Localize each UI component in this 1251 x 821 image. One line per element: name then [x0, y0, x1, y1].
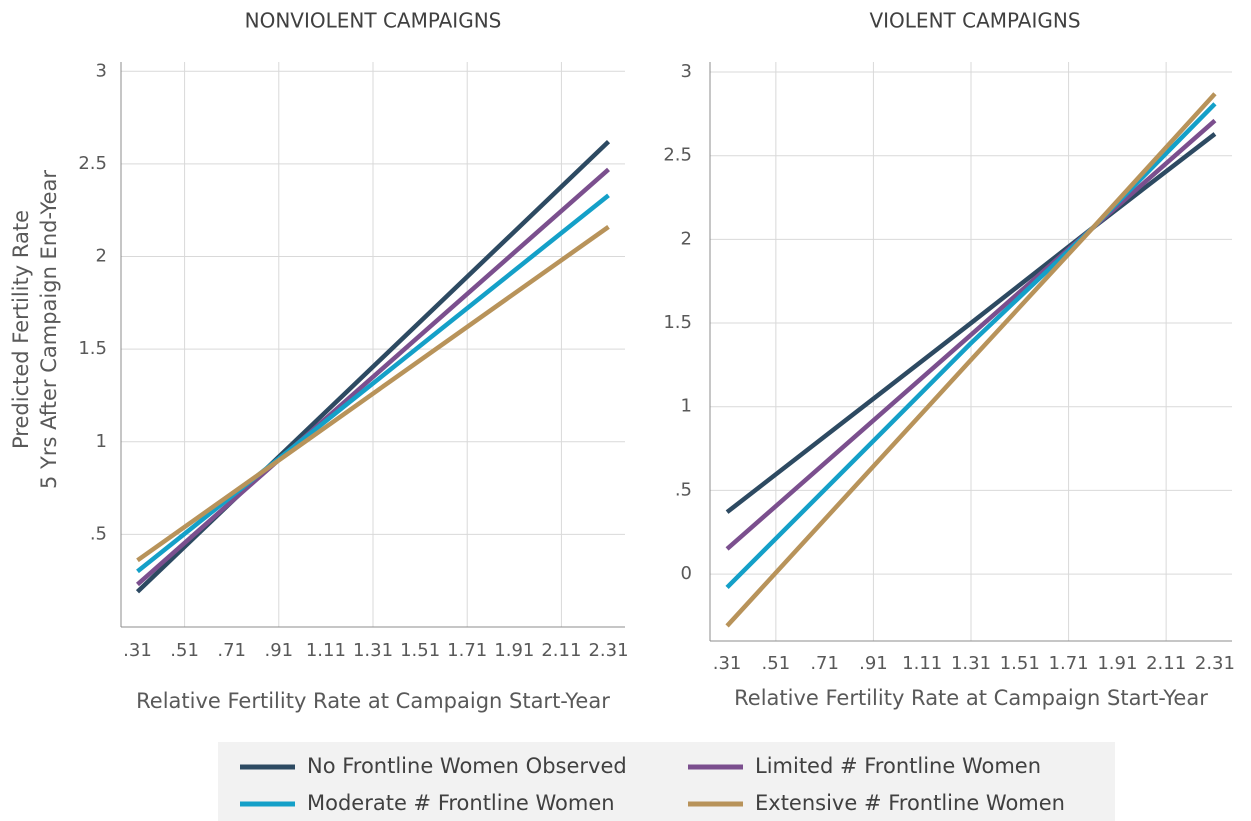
- x-tick-label: .91: [264, 640, 293, 661]
- legend-label: No Frontline Women Observed: [307, 754, 627, 778]
- x-tick-label: 1.91: [494, 640, 534, 661]
- x-tick-label: .51: [170, 640, 199, 661]
- x-axis-label: Relative Fertility Rate at Campaign Star…: [136, 689, 610, 713]
- series-line: [725, 92, 1217, 628]
- y-tick-label: 2.5: [78, 153, 107, 174]
- y-axis-label: Predicted Fertility Rate: [9, 210, 33, 449]
- x-tick-label: 1.51: [1000, 653, 1040, 674]
- y-tick-label: 2.5: [663, 145, 692, 166]
- series-line: [136, 193, 610, 574]
- x-tick-label: .31: [123, 640, 152, 661]
- x-tick-label: .31: [713, 653, 742, 674]
- y-tick-label: 1.5: [663, 312, 692, 333]
- x-axis-label: Relative Fertility Rate at Campaign Star…: [734, 686, 1208, 710]
- x-tick-label: 2.11: [1146, 653, 1186, 674]
- y-tick-label: 3: [681, 61, 692, 82]
- x-tick-label: 1.31: [951, 653, 991, 674]
- legend-label: Extensive # Frontline Women: [755, 791, 1065, 815]
- x-tick-label: 1.11: [902, 653, 942, 674]
- x-tick-label: .51: [762, 653, 791, 674]
- chart-title: NONVIOLENT CAMPAIGNS: [245, 9, 502, 33]
- x-tick-label: 2.31: [1195, 653, 1235, 674]
- x-tick-label: 1.71: [1049, 653, 1089, 674]
- x-tick-label: 1.11: [306, 640, 346, 661]
- x-tick-label: .71: [810, 653, 839, 674]
- legend-box: [218, 742, 1115, 821]
- chart-title: VIOLENT CAMPAIGNS: [869, 9, 1080, 33]
- legend-label: Limited # Frontline Women: [755, 754, 1041, 778]
- series-line: [136, 225, 610, 563]
- series-line: [725, 102, 1217, 590]
- x-tick-label: 2.11: [541, 640, 581, 661]
- y-tick-label: .5: [90, 523, 107, 544]
- y-tick-label: 2: [96, 246, 107, 267]
- x-tick-label: 1.91: [1097, 653, 1137, 674]
- x-tick-label: .71: [217, 640, 246, 661]
- x-tick-label: 2.31: [588, 640, 628, 661]
- x-tick-label: 1.71: [447, 640, 487, 661]
- y-tick-label: 1: [681, 396, 692, 417]
- x-tick-label: 1.31: [353, 640, 393, 661]
- y-tick-label: 2: [681, 228, 692, 249]
- legend-label: Moderate # Frontline Women: [307, 791, 615, 815]
- x-tick-label: 1.51: [400, 640, 440, 661]
- x-tick-label: .91: [859, 653, 888, 674]
- y-tick-label: .5: [675, 479, 692, 500]
- y-tick-label: 1.5: [78, 338, 107, 359]
- series-line: [725, 118, 1217, 551]
- y-tick-label: 0: [681, 563, 692, 584]
- series-line: [725, 132, 1217, 514]
- y-axis-label: 5 Yrs After Campaign End-Year: [37, 170, 61, 489]
- series-line: [135, 167, 611, 587]
- y-tick-label: 1: [96, 431, 107, 452]
- y-tick-label: 3: [96, 60, 107, 81]
